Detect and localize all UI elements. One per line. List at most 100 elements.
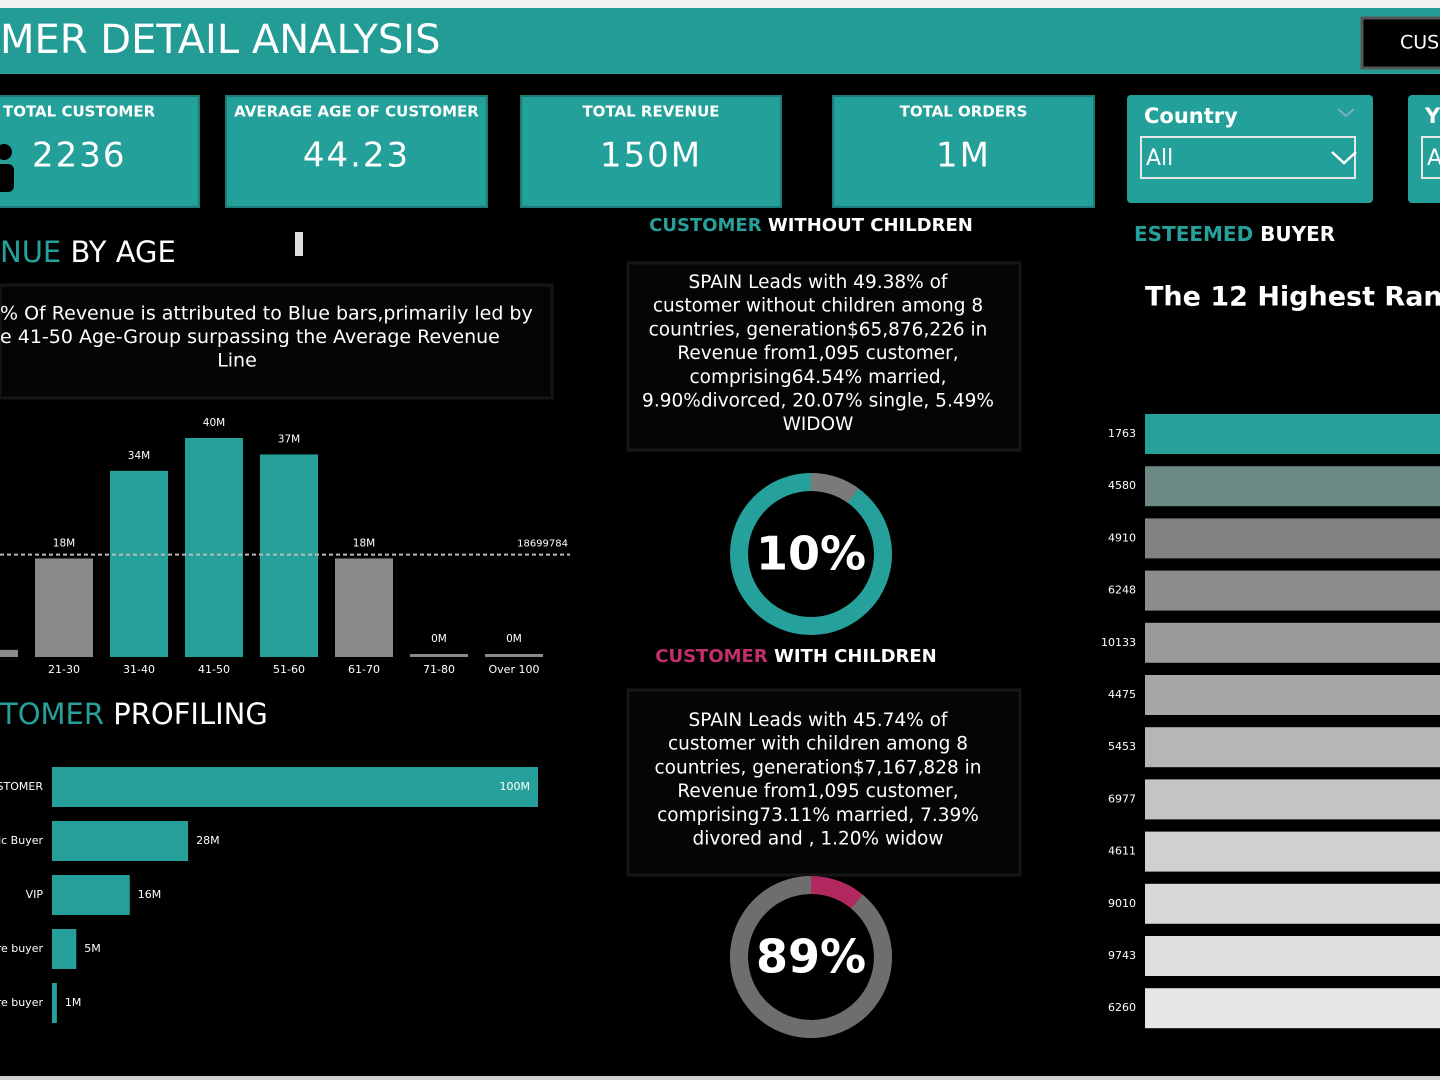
bar <box>52 983 57 1023</box>
note-line: customer with children among 8 <box>668 734 968 755</box>
value-label: 18M <box>353 537 375 549</box>
kpi-card <box>832 95 1095 208</box>
note-line: e 41-50 Age-Group surpassing the Average… <box>0 326 500 348</box>
section-title: NUE BY AGE <box>0 235 176 269</box>
value-label: 28M <box>196 834 220 847</box>
person-icon <box>0 144 12 160</box>
note-line: countries, generation$7,167,828 in <box>654 757 981 778</box>
title-rest: BUYER <box>1260 222 1335 246</box>
ranking-label: 6260 <box>1108 1001 1136 1014</box>
value-label: 16M <box>138 888 162 901</box>
kpi-label: TOTAL REVENUE <box>582 103 719 121</box>
bar <box>52 875 130 915</box>
title-accent: NUE <box>0 235 61 269</box>
note-line: SPAIN Leads with 45.74% of <box>689 710 948 731</box>
title-rest: WITHOUT CHILDREN <box>768 215 973 236</box>
bar <box>52 929 77 969</box>
title-accent: CUSTOMER <box>649 215 762 236</box>
donut-arc <box>730 876 892 1038</box>
marker <box>295 232 303 256</box>
section-title: TOMER PROFILING <box>0 697 268 731</box>
bar <box>52 821 189 861</box>
bar <box>485 654 543 657</box>
ranking-bar <box>1145 518 1440 559</box>
slicer-card <box>1408 95 1440 203</box>
note-line: WIDOW <box>783 414 854 435</box>
ranking-label: 6977 <box>1108 792 1136 805</box>
ranking-label: 9010 <box>1108 897 1136 910</box>
kpi-card <box>520 95 782 208</box>
title-rest: PROFILING <box>113 697 268 731</box>
ranking-bar <box>1145 466 1440 507</box>
category-label: 61-70 <box>348 663 380 676</box>
value-label: 0M <box>506 633 522 645</box>
note-line: customer without children among 8 <box>653 296 983 317</box>
slicer-label: Y <box>1424 104 1440 128</box>
value-label: 1M <box>65 996 82 1009</box>
ranking-label: 4475 <box>1108 688 1136 701</box>
category-label: VIP <box>26 888 44 901</box>
bar <box>35 558 93 657</box>
kpi-label: TOTAL CUSTOMER <box>3 103 156 121</box>
category-label: 71-80 <box>423 663 455 676</box>
ranking-bar <box>1145 727 1440 768</box>
ranking-bar <box>1145 622 1440 663</box>
ranking-bar <box>1145 831 1440 872</box>
note-line: % Of Revenue is attributed to Blue bars,… <box>0 303 533 325</box>
value-label: 5M <box>84 942 101 955</box>
category-label: 21-30 <box>48 663 80 676</box>
bar <box>335 558 393 657</box>
ranking-label: 4580 <box>1108 479 1136 492</box>
category-label: ic Buyer <box>0 834 43 847</box>
ranking-bar <box>1145 675 1440 715</box>
kpi-value: 150M <box>600 136 702 176</box>
note-line: countries, generation$65,876,226 in <box>649 319 988 340</box>
section-title: CUSTOMER WITH CHILDREN <box>655 646 937 667</box>
category-label: Over 100 <box>489 663 540 676</box>
value-label: 18M <box>53 537 75 549</box>
nav-button[interactable] <box>1360 16 1440 70</box>
ranking-bar <box>1145 936 1440 976</box>
ranking-label: 5453 <box>1108 740 1136 753</box>
bar <box>185 438 243 657</box>
category-label: re buyer <box>0 942 43 955</box>
slicer-value[interactable]: All <box>1146 146 1173 171</box>
ranking-bar <box>1145 779 1440 820</box>
slicer-card <box>1127 95 1373 203</box>
value-label: 37M <box>278 433 300 445</box>
bar <box>52 767 538 807</box>
section-title: ESTEEMED BUYER <box>1134 222 1335 246</box>
note-box <box>0 283 554 400</box>
note-line: comprising64.54% married, <box>689 367 946 388</box>
slicer-label: Country <box>1144 104 1238 128</box>
ranking-bar <box>1145 883 1440 924</box>
note-box <box>626 261 1022 452</box>
title-accent: ESTEEMED <box>1134 222 1253 246</box>
kpi-card <box>225 95 488 208</box>
note-line: SPAIN Leads with 49.38% of <box>689 272 948 293</box>
title-accent: TOMER <box>0 697 104 731</box>
ranking-bar <box>1145 988 1440 1029</box>
category-label: STOMER <box>0 780 43 793</box>
note-line: Revenue from1,095 customer, <box>677 343 958 364</box>
nav-button-label[interactable]: CUS <box>1400 32 1439 54</box>
donut-arc <box>730 473 892 635</box>
slicer-value[interactable]: A <box>1427 146 1440 171</box>
category-label: re buyer <box>0 996 43 1009</box>
ranking-label: 4910 <box>1108 531 1136 544</box>
note-line: Line <box>217 350 257 372</box>
ranking-label: 1763 <box>1108 427 1136 440</box>
ribbon-strip <box>0 0 1440 8</box>
bar <box>0 649 18 657</box>
subtitle: The 12 Highest Rankin <box>1145 282 1440 313</box>
bar <box>260 454 318 657</box>
bar <box>410 654 468 657</box>
bottom-edge <box>0 1076 1440 1080</box>
ranking-label: 4611 <box>1108 845 1136 858</box>
kpi-card <box>0 95 200 208</box>
value-label: 0M <box>431 633 447 645</box>
slicer-dropdown[interactable] <box>1421 136 1440 179</box>
donut-label: 89% <box>756 930 866 984</box>
slicer-dropdown[interactable] <box>1140 136 1356 179</box>
